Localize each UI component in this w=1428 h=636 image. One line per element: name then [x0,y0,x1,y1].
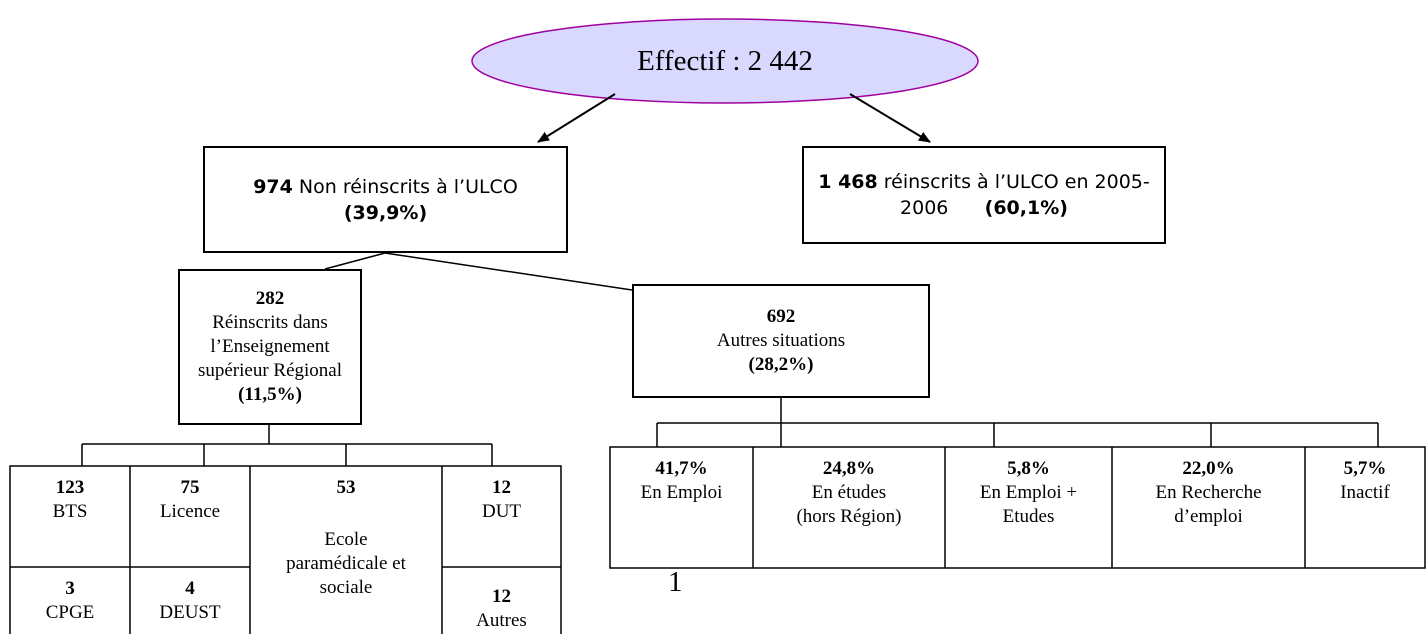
cell-licence: 75 Licence [130,466,250,567]
autres-pct: (28,2%) [748,354,814,375]
arrow-right [849,93,931,143]
cell-line2: Etudes [1002,506,1055,527]
non-reinscrits-box: 974 Non réinscrits à l’ULCO (39,9%) [203,146,568,253]
cell-en-etudes: 24,8% En études (hors Région) [753,447,945,568]
autres-text: Autres situations [716,330,846,351]
regional-table-grid [9,465,562,634]
cell-label: BTS [52,501,88,522]
cell-pct: 5,8% [1007,458,1050,479]
non-reinscrits-count: 974 [253,175,293,198]
non-reinscrits-pct: (39,9%) [343,201,428,224]
regional-line3: supérieur Régional [197,360,343,381]
cell-bts: 123 BTS [10,466,130,567]
cell-value: 53 [336,477,356,498]
cell-label: CPGE [45,602,95,623]
cell-inactif: 5,7% Inactif [1305,447,1425,568]
cell-label: Licence [159,501,221,522]
cell-value: 3 [65,578,75,599]
cell-value: 123 [55,477,85,498]
autres-box: 692 Autres situations (28,2%) [632,284,930,398]
cell-value: 12 [492,586,511,607]
cell-label-line3: sociale [319,577,373,598]
cell-recherche: 22,0% En Recherche d’emploi [1112,447,1305,568]
regional-line1: Réinscrits dans [212,312,328,333]
cell-label: DUT [481,501,522,522]
cell-cpge: 3 CPGE [10,567,130,636]
regional-box: 282 Réinscrits dans l’Enseignement supér… [178,269,362,425]
cell-pct: 5,7% [1343,458,1387,479]
reinscrits-count: 1 468 [818,171,878,193]
cell-en-emploi: 41,7% En Emploi [610,447,753,568]
situations-table-grid [609,446,1426,569]
cell-line1: Inactif [1340,482,1390,503]
cell-emploi-etudes: 5,8% En Emploi + Etudes [945,447,1112,568]
cell-line2: (hors Région) [796,506,902,527]
cell-value: 12 [492,477,511,498]
root-ellipse [471,18,979,104]
reinscrits-text-a: réinscrits à l’ULCO en 2005- [883,171,1150,193]
cell-label-line1: Ecole [324,529,368,550]
cell-pct: 41,7% [655,458,708,479]
connector-974-692 [384,252,633,291]
cell-pct: 22,0% [1182,458,1235,479]
cell-line1: En Recherche [1155,482,1262,503]
non-reinscrits-text: Non réinscrits à l’ULCO [298,175,518,198]
reinscrits-box: 1 468 réinscrits à l’ULCO en 2005- 2006 … [802,146,1166,244]
cell-value: 4 [185,578,195,599]
cell-deust: 4 DEUST [130,567,250,636]
cell-line1: En Emploi + [979,482,1078,503]
cell-label: DEUST [159,602,221,623]
arrow-left [537,93,616,143]
cell-line1: En Emploi [640,482,723,503]
cell-line1: En études [811,482,887,503]
cell-pct: 24,8% [822,458,876,479]
bracket-regional [81,425,493,466]
page-number: 1 [668,566,683,598]
cell-label: Autres [476,610,527,631]
reinscrits-text-b: 2006 [900,197,949,219]
regional-line2: l’Enseignement [210,336,330,357]
regional-pct: (11,5%) [238,384,302,405]
connector-974-282 [324,252,386,270]
reinscrits-pct: (60,1%) [984,197,1068,219]
cell-dut: 12 DUT [442,466,561,567]
bracket-situations [656,398,1379,447]
root-label: Effectif : 2 442 [637,44,813,77]
cell-autres: 12 Autres [442,567,561,636]
cell-ecole: 53 Ecole paramédicale et sociale [250,466,442,636]
autres-count: 692 [766,306,796,327]
cell-label-line2: paramédicale et [286,553,406,574]
regional-count: 282 [255,288,285,309]
cell-line2: d’emploi [1174,506,1243,527]
cell-value: 75 [180,477,200,498]
